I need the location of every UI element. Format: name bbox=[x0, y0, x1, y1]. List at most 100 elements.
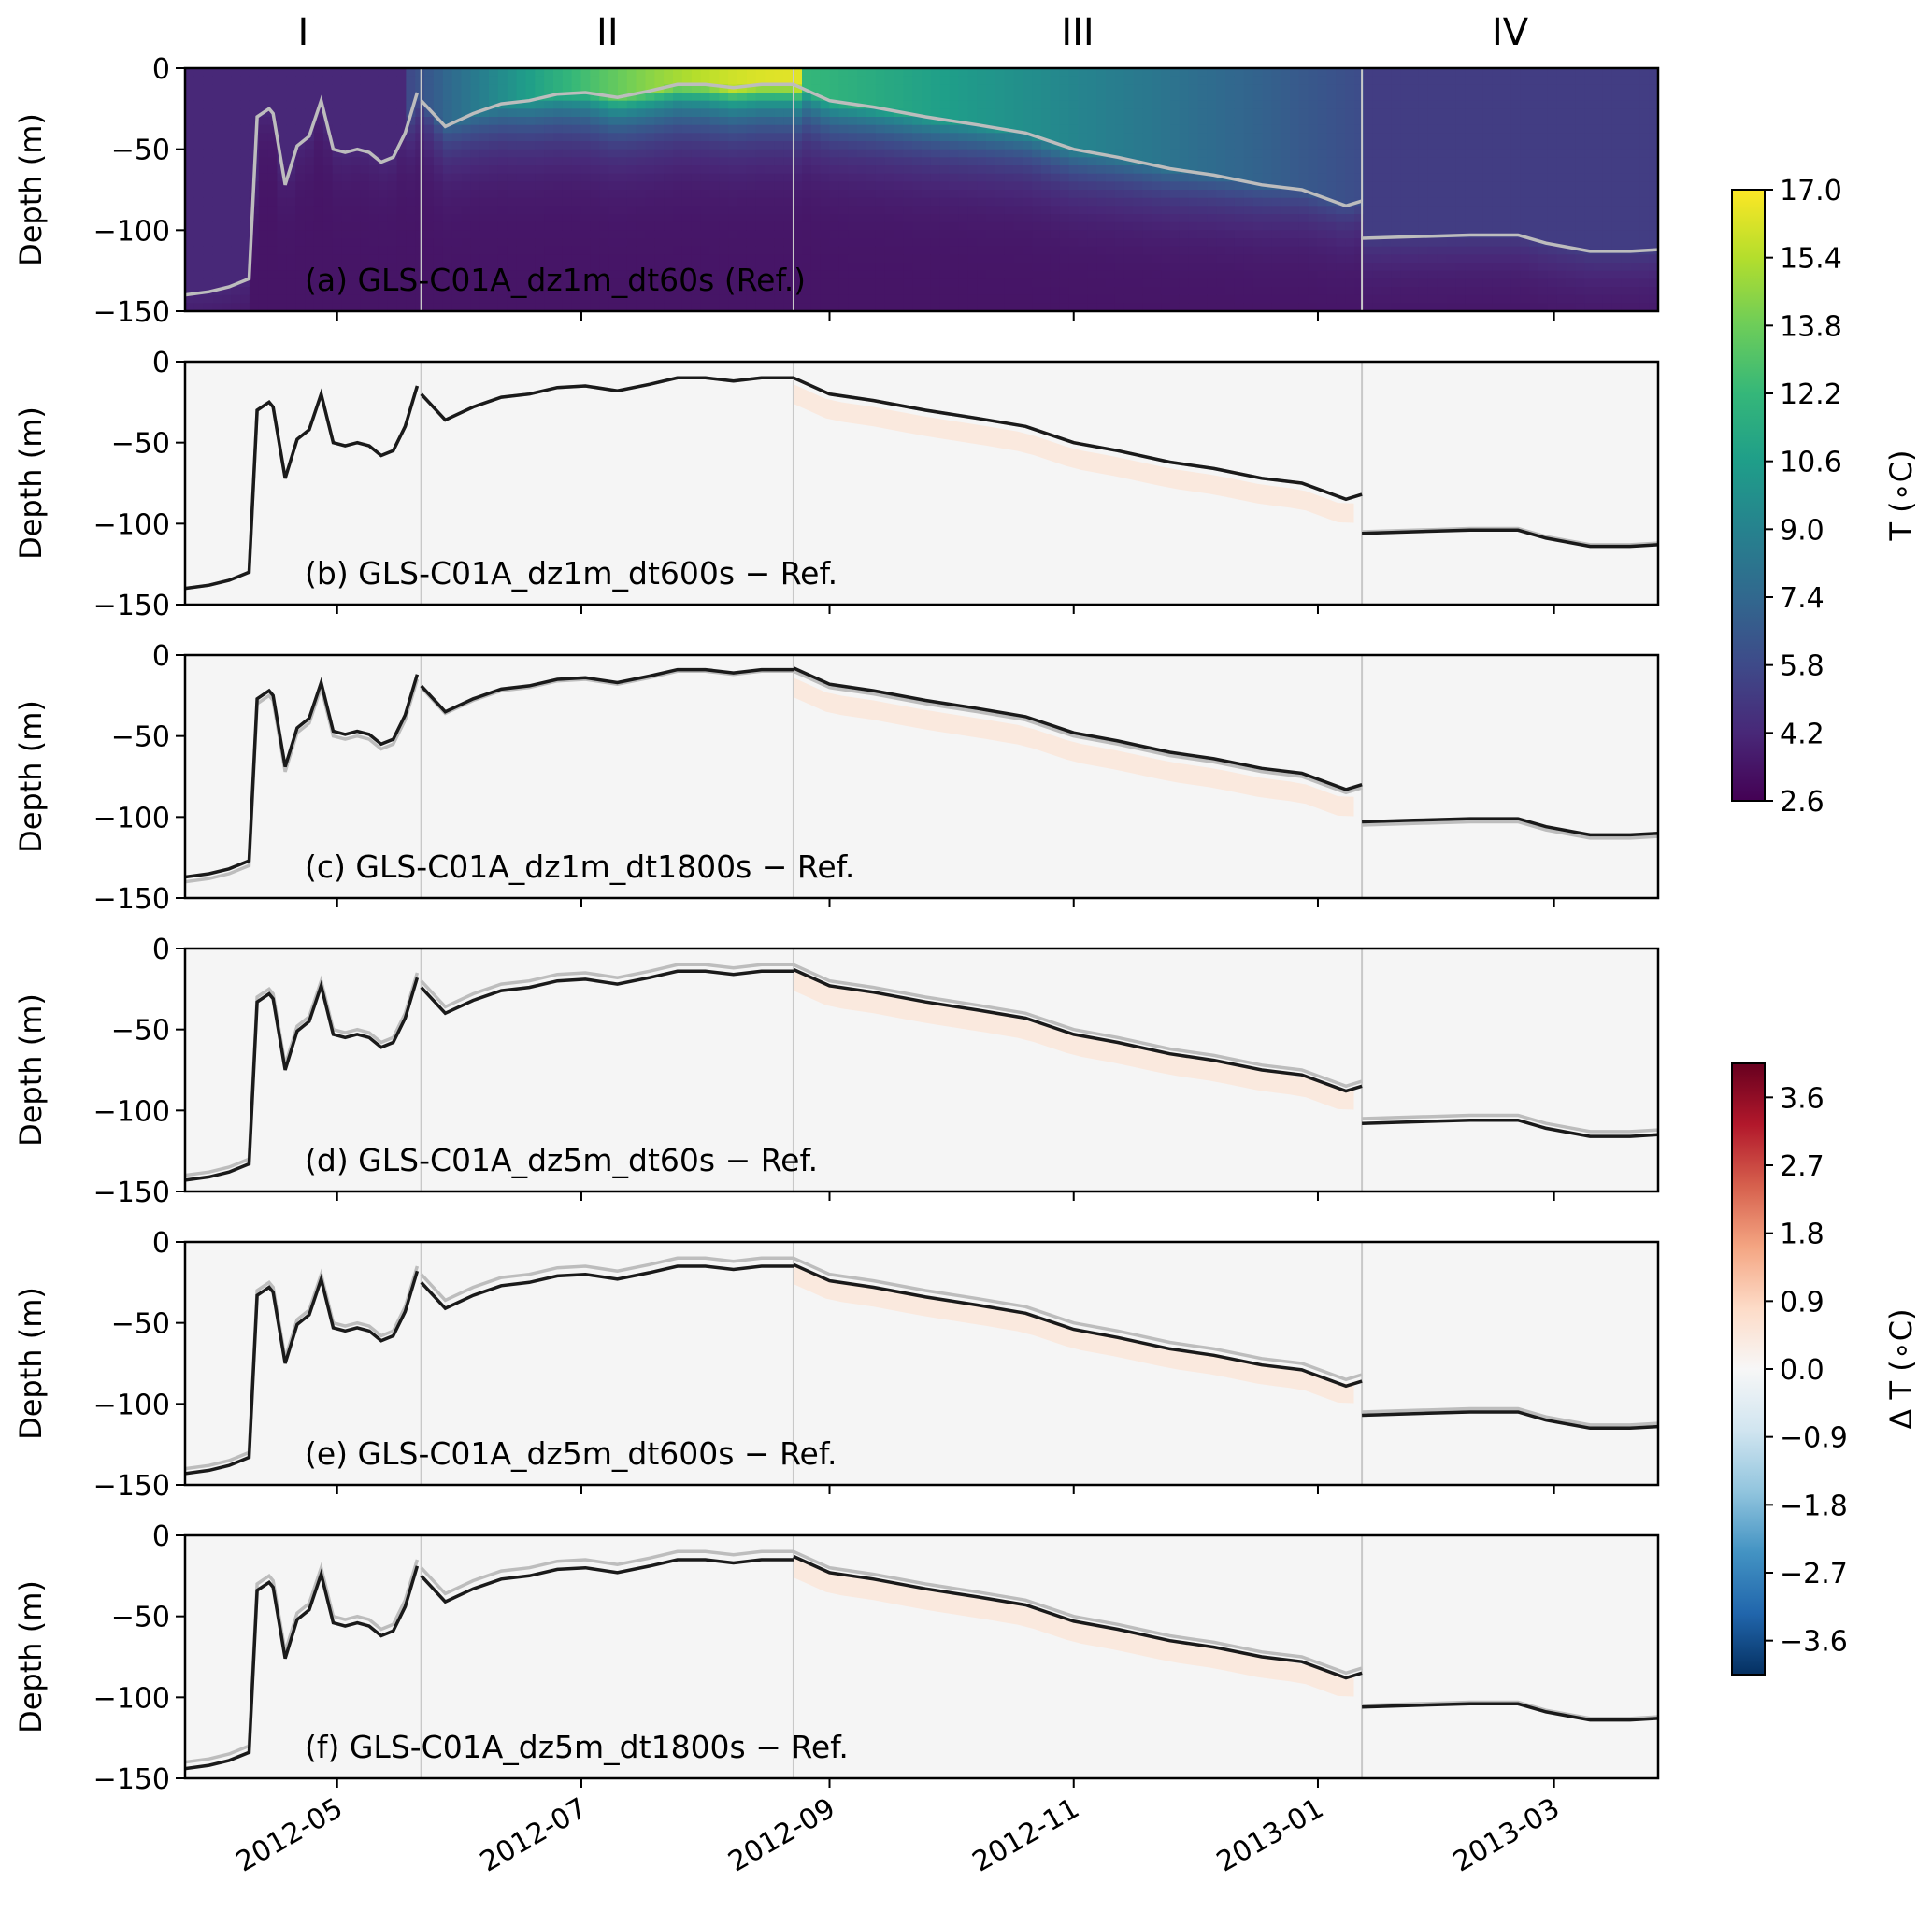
panel-field bbox=[185, 948, 1658, 1191]
experiment-mld-line bbox=[420, 969, 794, 1016]
warm-anomaly bbox=[793, 1558, 1354, 1697]
x-tick-labels: 2012-05 2012-07 2012-09 2012-11 2013-01 2013-… bbox=[231, 1792, 1566, 1879]
panel-field bbox=[185, 1535, 1658, 1778]
y-axis-label: Depth (m) bbox=[13, 993, 49, 1147]
y-tick-label: −150 bbox=[93, 883, 170, 916]
reference-mld-line bbox=[420, 82, 794, 129]
colorbar-tick-label: 9.0 bbox=[1780, 514, 1825, 547]
experiment-mld-line bbox=[793, 666, 1363, 791]
y-axis-label: Depth (m) bbox=[13, 406, 49, 560]
reference-mld-line bbox=[793, 669, 1363, 795]
y-axis-label: Depth (m) bbox=[13, 1287, 49, 1440]
panel-label: (f) GLS-C01A_dz5m_dt1800s − Ref. bbox=[305, 1729, 849, 1765]
panel: 0 −50 −100 −150 Depth (m) (e) GLS-C01A_dz5m_d… bbox=[13, 1227, 1660, 1503]
panels: 0 −50 −100 −150 Depth (m) (a) GLS-C01A_dz1m_d… bbox=[13, 53, 1660, 1796]
panel-frame bbox=[183, 1533, 1660, 1780]
colorbar-tick-label: 5.8 bbox=[1780, 650, 1825, 683]
experiment-mld-line bbox=[185, 1270, 420, 1476]
experiment-mld-line bbox=[1362, 1410, 1658, 1431]
panel-frame bbox=[183, 1240, 1660, 1487]
colorbar-gradient bbox=[1731, 189, 1766, 802]
colorbar-tick-label: 7.4 bbox=[1780, 582, 1825, 615]
y-tick-label: −150 bbox=[93, 590, 170, 622]
y-tick-label: −50 bbox=[111, 1602, 170, 1634]
y-tick-label: −150 bbox=[93, 296, 170, 329]
reference-mld-line bbox=[793, 82, 1363, 208]
x-tick-label: 2013-03 bbox=[1448, 1792, 1566, 1879]
reference-mld-line bbox=[1362, 820, 1658, 840]
colorbar-tick-label: −2.7 bbox=[1780, 1558, 1848, 1590]
y-tick-label: −150 bbox=[93, 1470, 170, 1503]
panel-frame bbox=[183, 947, 1660, 1193]
panel-label: (b) GLS-C01A_dz1m_dt600s − Ref. bbox=[305, 555, 837, 592]
y-tick-label: −50 bbox=[111, 721, 170, 754]
period-label: II bbox=[596, 11, 619, 54]
experiment-mld-line bbox=[1362, 1118, 1658, 1138]
x-tick-label: 2012-07 bbox=[475, 1792, 593, 1879]
period-label: IV bbox=[1492, 11, 1529, 54]
y-tick-label: −100 bbox=[93, 802, 170, 834]
warm-anomaly bbox=[793, 384, 1354, 523]
x-tick-label: 2012-05 bbox=[231, 1792, 349, 1879]
y-tick-label: 0 bbox=[152, 640, 170, 673]
y-tick-label: −100 bbox=[93, 508, 170, 541]
y-tick-label: −100 bbox=[93, 1389, 170, 1421]
experiment-mld-line bbox=[793, 967, 1363, 1093]
experiment-mld-line bbox=[420, 1558, 794, 1604]
experiment-mld-line bbox=[185, 674, 420, 879]
panel-label: (c) GLS-C01A_dz1m_dt1800s − Ref. bbox=[305, 849, 854, 885]
period-label: III bbox=[1061, 11, 1094, 54]
y-axis-label: Depth (m) bbox=[13, 1580, 49, 1733]
experiment-mld-line bbox=[420, 1264, 794, 1311]
x-tick-label: 2012-09 bbox=[723, 1792, 840, 1879]
experiment-mld-line bbox=[1362, 1702, 1658, 1722]
y-tick-label: 0 bbox=[152, 934, 170, 966]
y-tick-label: −150 bbox=[93, 1763, 170, 1796]
panel-label: (e) GLS-C01A_dz5m_dt600s − Ref. bbox=[305, 1435, 837, 1472]
colorbar-tick-label: 2.6 bbox=[1780, 786, 1825, 819]
colorbar: 3.6 2.7 1.8 0.9 0.0 −0.9 −1.8 −2.7 −3.6 Δ T (∘C) bbox=[1731, 1062, 1919, 1676]
x-tick-label: 2012-11 bbox=[967, 1792, 1085, 1879]
colorbar-tick-label: 1.8 bbox=[1780, 1219, 1825, 1251]
panel-field bbox=[185, 1242, 1658, 1485]
colorbar-tick-label: 13.8 bbox=[1780, 310, 1842, 343]
panel-frame bbox=[183, 360, 1660, 606]
experiment-mld-line bbox=[185, 385, 420, 591]
panel-field bbox=[185, 655, 1658, 898]
colorbar-tick-label: 2.7 bbox=[1780, 1150, 1825, 1183]
colorbar: 17.0 15.4 13.8 12.2 10.6 9.0 7.4 5.8 4.2 2.6 T (∘C… bbox=[1731, 175, 1919, 819]
reference-mld-line bbox=[420, 1549, 794, 1596]
reference-mld-line bbox=[1362, 1113, 1658, 1134]
y-tick-label: −50 bbox=[111, 135, 170, 167]
panel-frame bbox=[183, 66, 1660, 313]
warm-anomaly bbox=[793, 971, 1354, 1110]
colorbar-tick-label: 0.9 bbox=[1780, 1286, 1825, 1319]
panel: 0 −50 −100 −150 Depth (m) (d) GLS-C01A_dz5m_d… bbox=[13, 934, 1660, 1209]
y-axis-label: Depth (m) bbox=[13, 113, 49, 266]
colorbar-tick-label: −1.8 bbox=[1780, 1490, 1848, 1522]
panel-label: (a) GLS-C01A_dz1m_dt60s (Ref.) bbox=[305, 262, 806, 298]
colorbar-tick-label: 4.2 bbox=[1780, 718, 1825, 750]
reference-mld-line bbox=[793, 963, 1363, 1089]
reference-mld-line bbox=[185, 678, 420, 884]
panel: 0 −50 −100 −150 Depth (m) (c) GLS-C01A_dz1m_d… bbox=[13, 640, 1660, 916]
colorbar-tick-label: 3.6 bbox=[1780, 1082, 1825, 1115]
reference-mld-line bbox=[420, 1256, 794, 1303]
period-label: I bbox=[297, 11, 308, 54]
reference-mld-line bbox=[1362, 233, 1658, 253]
y-tick-label: 0 bbox=[152, 1520, 170, 1553]
experiment-mld-line bbox=[793, 1554, 1363, 1680]
y-tick-label: −50 bbox=[111, 1308, 170, 1341]
y-tick-label: −150 bbox=[93, 1177, 170, 1209]
panel-label: (d) GLS-C01A_dz5m_dt60s − Ref. bbox=[305, 1142, 818, 1178]
y-tick-label: 0 bbox=[152, 53, 170, 86]
y-tick-label: 0 bbox=[152, 347, 170, 379]
experiment-mld-line bbox=[420, 667, 794, 714]
y-axis-label: Depth (m) bbox=[13, 700, 49, 853]
panel: 0 −50 −100 −150 Depth (m) (f) GLS-C01A_dz5m_d… bbox=[13, 1520, 1660, 1796]
colorbar-tick-label: 10.6 bbox=[1780, 447, 1842, 479]
y-tick-label: −100 bbox=[93, 215, 170, 248]
panel: 0 −50 −100 −150 Depth (m) (b) GLS-C01A_dz1m_d… bbox=[13, 347, 1660, 622]
colorbar-tick-label: 12.2 bbox=[1780, 378, 1842, 411]
